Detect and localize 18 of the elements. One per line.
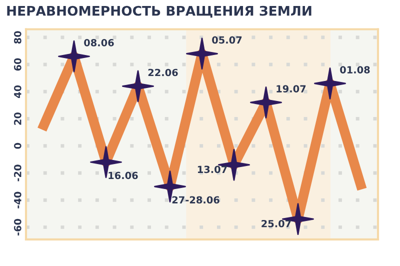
annotation: 16.06 xyxy=(108,172,138,180)
y-tick-label: 20 xyxy=(14,112,22,125)
y-tick-label: -60 xyxy=(14,218,22,236)
annotation: 25.07 xyxy=(262,220,291,228)
annotation: 01.08 xyxy=(340,66,370,74)
annotation: 22.06 xyxy=(148,68,178,76)
annotation: 13.07 xyxy=(198,166,227,174)
annotation: 27-28.06 xyxy=(172,196,220,204)
annotation: 08.06 xyxy=(84,39,114,46)
y-tick-label: -20 xyxy=(14,164,22,182)
chart-title: НЕРАВНОМЕРНОСТЬ ВРАЩЕНИЯ ЗЕМЛИ xyxy=(7,6,312,18)
y-tick-label: 80 xyxy=(14,31,22,44)
annotation: 05.07 xyxy=(212,36,242,44)
y-tick-label: 0 xyxy=(14,142,22,149)
y-tick-label: 40 xyxy=(14,85,22,98)
y-tick-label: -40 xyxy=(14,192,22,208)
annotation: 19.07 xyxy=(276,85,306,92)
y-tick-label: 60 xyxy=(14,58,22,71)
